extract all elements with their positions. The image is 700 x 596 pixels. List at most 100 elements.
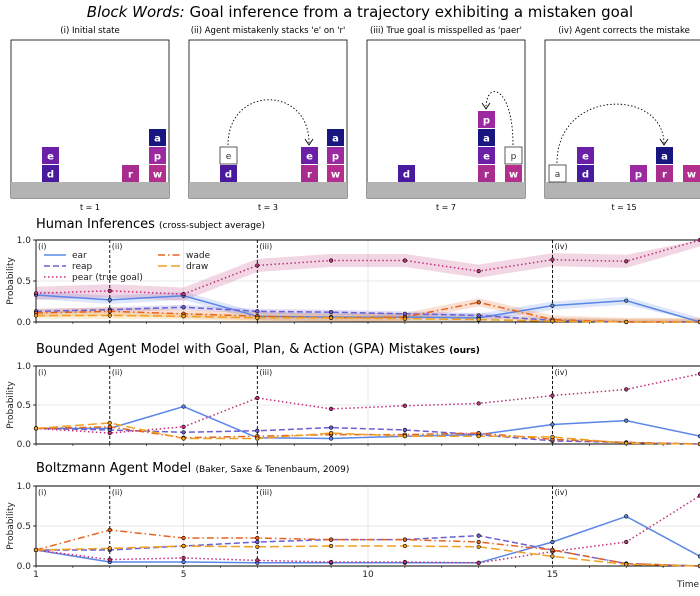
data-point-ear [181,559,186,565]
table-surface [11,182,169,198]
figure-title-rest: Goal inference from a trajectory exhibit… [185,3,633,21]
data-point-draw [181,314,186,319]
block-a-ghost: a [548,164,567,183]
svg-text:p: p [332,152,339,163]
block-p-ghost: p [504,146,523,165]
block-w: w [505,165,522,182]
series-line-draw [35,545,700,567]
data-point-draw [107,420,112,426]
data-point-reap [181,305,186,310]
y-tick-label: 1.0 [17,362,32,372]
data-point-draw [402,543,407,549]
series-line-pear [35,239,700,295]
legend-label: ear [72,251,87,261]
data-point-wade [181,535,186,541]
data-point-reap [255,539,260,545]
block-w: w [683,165,700,182]
svg-text:a: a [154,134,161,145]
data-point-draw [624,441,629,446]
svg-text:e: e [306,152,313,163]
table-surface [545,182,700,198]
data-point-wade [329,537,334,542]
svg-text:e: e [582,152,589,163]
data-point-draw [402,434,407,439]
svg-text:p: p [154,152,161,163]
block-r: r [122,165,139,182]
data-point-draw [107,546,112,551]
block-p: p [327,147,344,164]
data-point-pear [107,557,112,562]
data-point-pear [107,430,112,436]
data-point-draw [550,554,555,559]
chart-1-title: Human Inferences (cross-subject average) [36,217,265,232]
chart-2-title: Bounded Agent Model with Goal, Plan, & A… [36,342,480,357]
uncertainty-band-wade [36,298,700,322]
data-point-wade [476,300,481,305]
svg-text:a: a [332,134,339,145]
data-point-draw [476,544,481,549]
move-arrow-head [659,138,669,146]
data-point-draw [476,434,481,439]
data-point-wade [476,539,481,545]
data-point-draw [33,547,39,553]
data-point-draw [624,562,629,567]
data-point-pear [329,406,334,412]
data-point-pear [255,558,260,563]
data-point-pear [624,387,629,392]
data-point-draw [329,543,334,549]
data-point-ear [624,418,629,423]
data-point-pear [624,539,629,545]
series-line-wade [35,529,700,567]
figure-title: Block Words: Goal inference from a traje… [87,3,633,21]
data-point-ear [329,436,334,441]
y-tick-label: 0.0 [17,562,32,572]
data-point-ear [550,422,555,427]
svg-text:a: a [483,134,490,145]
data-point-pear [402,403,407,408]
move-arrow-head [481,102,491,110]
data-point-draw [476,317,481,322]
data-point-wade [402,537,407,542]
svg-text:r: r [128,170,133,181]
data-point-pear [550,393,555,398]
data-point-draw [255,315,260,321]
svg-text:d: d [403,170,410,181]
legend-label: draw [186,262,208,272]
block-d: d [398,165,415,182]
svg-text:w: w [687,170,696,181]
panel-caption-1: (i) Initial state [60,26,119,36]
data-point-draw [107,313,112,318]
data-point-pear [255,395,260,401]
panel-frame [10,39,170,199]
data-point-draw [181,543,186,549]
series-line-ear [35,294,700,323]
panel-caption-3: (iii) True goal is misspelled as 'paer' [370,26,522,36]
data-point-pear [255,263,260,268]
phase-label: (i) [38,368,46,377]
phase-label: (iii) [259,242,272,251]
data-point-wade [107,424,112,429]
figure-title-italic: Block Words: [87,3,185,21]
svg-text:r: r [484,170,489,181]
data-point-pear [33,291,39,296]
data-point-pear [181,555,186,561]
y-axis-label: Probability [6,257,16,305]
phase-label: (iv) [554,368,567,377]
series-line-draw [36,314,700,323]
block-r: r [301,165,318,182]
data-point-draw [550,434,555,440]
y-axis-label: Probability [6,502,16,550]
y-tick-label: 0.5 [17,522,31,532]
x-tick-label: 10 [362,570,374,580]
block-a: a [478,129,495,146]
panel-frame [544,39,700,199]
svg-text:p: p [635,170,642,181]
panel-3: d p a e r p w [366,39,526,199]
x-tick-label: 1 [33,570,39,580]
series-line-reap [36,534,700,567]
svg-text:d: d [225,170,232,181]
data-point-reap [402,427,407,433]
data-point-ear [550,539,555,545]
data-point-wade [255,535,260,541]
